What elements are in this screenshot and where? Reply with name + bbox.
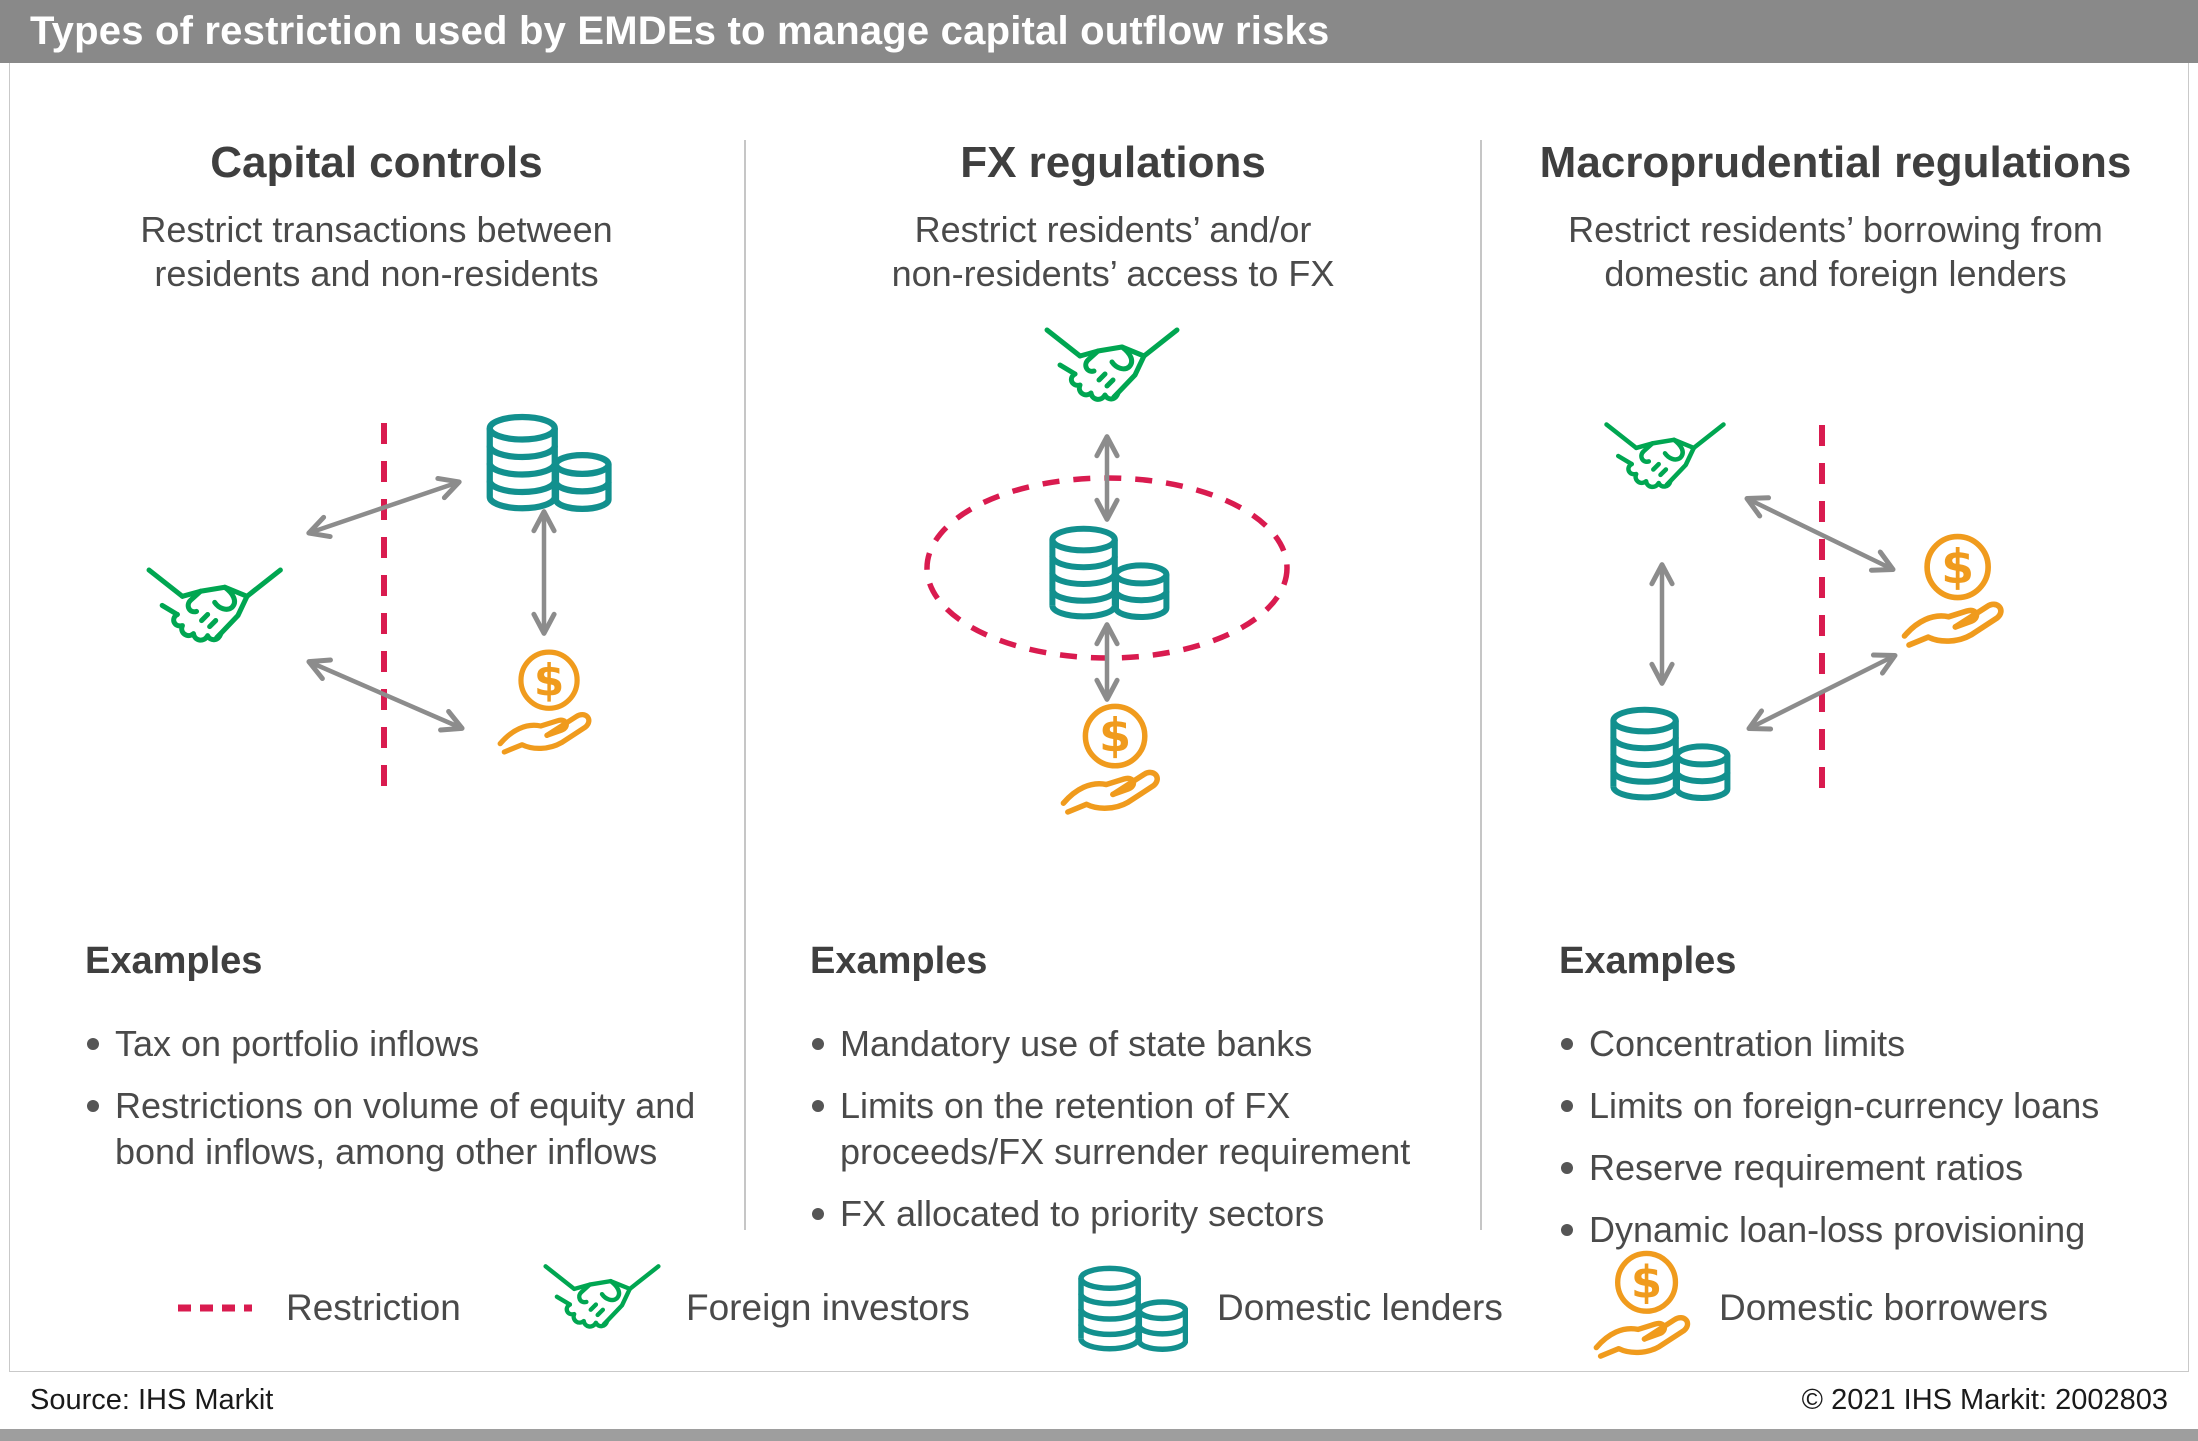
arrow-investors-borrowers [306,657,465,733]
arrow-investors-lenders [306,476,462,539]
examples-list: Tax on portfolio inflows Restrictions on… [85,1021,713,1175]
coin-stack-icon [490,417,609,509]
column-title: Macroprudential regulations [1539,138,2132,187]
column-fx-regulations: FX regulations Restrict residents’ and/o… [746,0,1480,1441]
example-item: Concentration limits [1559,1021,2187,1067]
dollar-hand-icon [1905,537,2001,645]
examples-section: Examples Tax on portfolio inflows Restri… [85,940,725,1191]
examples-heading: Examples [1559,940,1737,982]
column-divider-1 [744,140,746,1230]
footer: Source: IHS Markit © 2021 IHS Markit: 20… [0,1384,2198,1428]
dollar-hand-icon [1063,706,1157,812]
example-item: Limits on the retention of FX proceeds/F… [810,1083,1438,1175]
title-bar: Types of restriction used by EMDEs to ma… [0,0,2198,63]
dollar-hand-icon [1592,1249,1699,1367]
restriction-dash-icon [178,1304,252,1312]
handshake-icon [149,570,280,640]
handshake-icon [541,1262,663,1354]
column-capital-controls: Capital controls Restrict transactions b… [9,0,744,1441]
example-item: Restrictions on volume of equity and bon… [85,1083,713,1175]
legend-item-foreign-investors: Foreign investors [541,1248,970,1368]
fx-regulations-diagram [924,310,1290,850]
column-title: FX regulations [960,138,1266,187]
legend-label: Foreign investors [686,1287,970,1328]
column-subtitle: Restrict residents’ and/or non-residents… [891,209,1335,294]
handshake-icon [1607,425,1724,487]
example-item: Dynamic loan-loss provisioning [1559,1207,2187,1253]
coin-stack-icon [1052,529,1166,617]
example-item: Tax on portfolio inflows [85,1021,713,1067]
example-item: Mandatory use of state banks [810,1021,1438,1067]
column-title: Capital controls [210,138,543,187]
coin-stack-icon [1613,710,1727,798]
legend-item-domestic-borrowers: Domestic borrowers [1592,1248,2048,1368]
examples-list: Concentration limits Limits on foreign-c… [1559,1021,2187,1253]
macroprudential-diagram [1482,380,2189,840]
legend-item-domestic-lenders: Domestic lenders [1073,1248,1503,1368]
examples-section: Examples Concentration limits Limits on … [1559,940,2198,1269]
examples-list: Mandatory use of state banks Limits on t… [810,1021,1438,1237]
legend: Restriction Foreign investors Domestic l… [0,1248,2198,1368]
column-macroprudential-regulations: Macroprudential regulations Restrict res… [1482,0,2189,1441]
source-note: Source: IHS Markit [30,1384,274,1416]
bottom-strip [0,1429,2198,1441]
coin-stack-icon [1073,1264,1188,1352]
arrow-lenders-borrowers [1746,652,1898,732]
legend-label: Domestic lenders [1217,1287,1503,1328]
dollar-hand-icon [500,652,589,752]
column-subtitle: Restrict residents’ borrowing from domes… [1568,209,2103,294]
legend-label: Domestic borrowers [1719,1287,2048,1328]
legend-label: Restriction [286,1287,461,1328]
examples-heading: Examples [810,940,988,982]
column-subtitle: Restrict transactions between residents … [140,209,613,294]
example-item: Reserve requirement ratios [1559,1145,2187,1191]
legend-item-restriction: Restriction [176,1248,461,1368]
capital-controls-diagram [9,380,744,790]
page-title: Types of restriction used by EMDEs to ma… [30,9,1330,53]
examples-heading: Examples [85,940,263,982]
example-item: FX allocated to priority sectors [810,1191,1438,1237]
handshake-icon [1047,330,1177,399]
arrow-investors-borrowers [1744,495,1896,573]
example-item: Limits on foreign-currency loans [1559,1083,2187,1129]
copyright-note: © 2021 IHS Markit: 2002803 [1801,1384,2168,1416]
examples-section: Examples Mandatory use of state banks Li… [810,940,1450,1253]
column-divider-2 [1480,140,1482,1230]
